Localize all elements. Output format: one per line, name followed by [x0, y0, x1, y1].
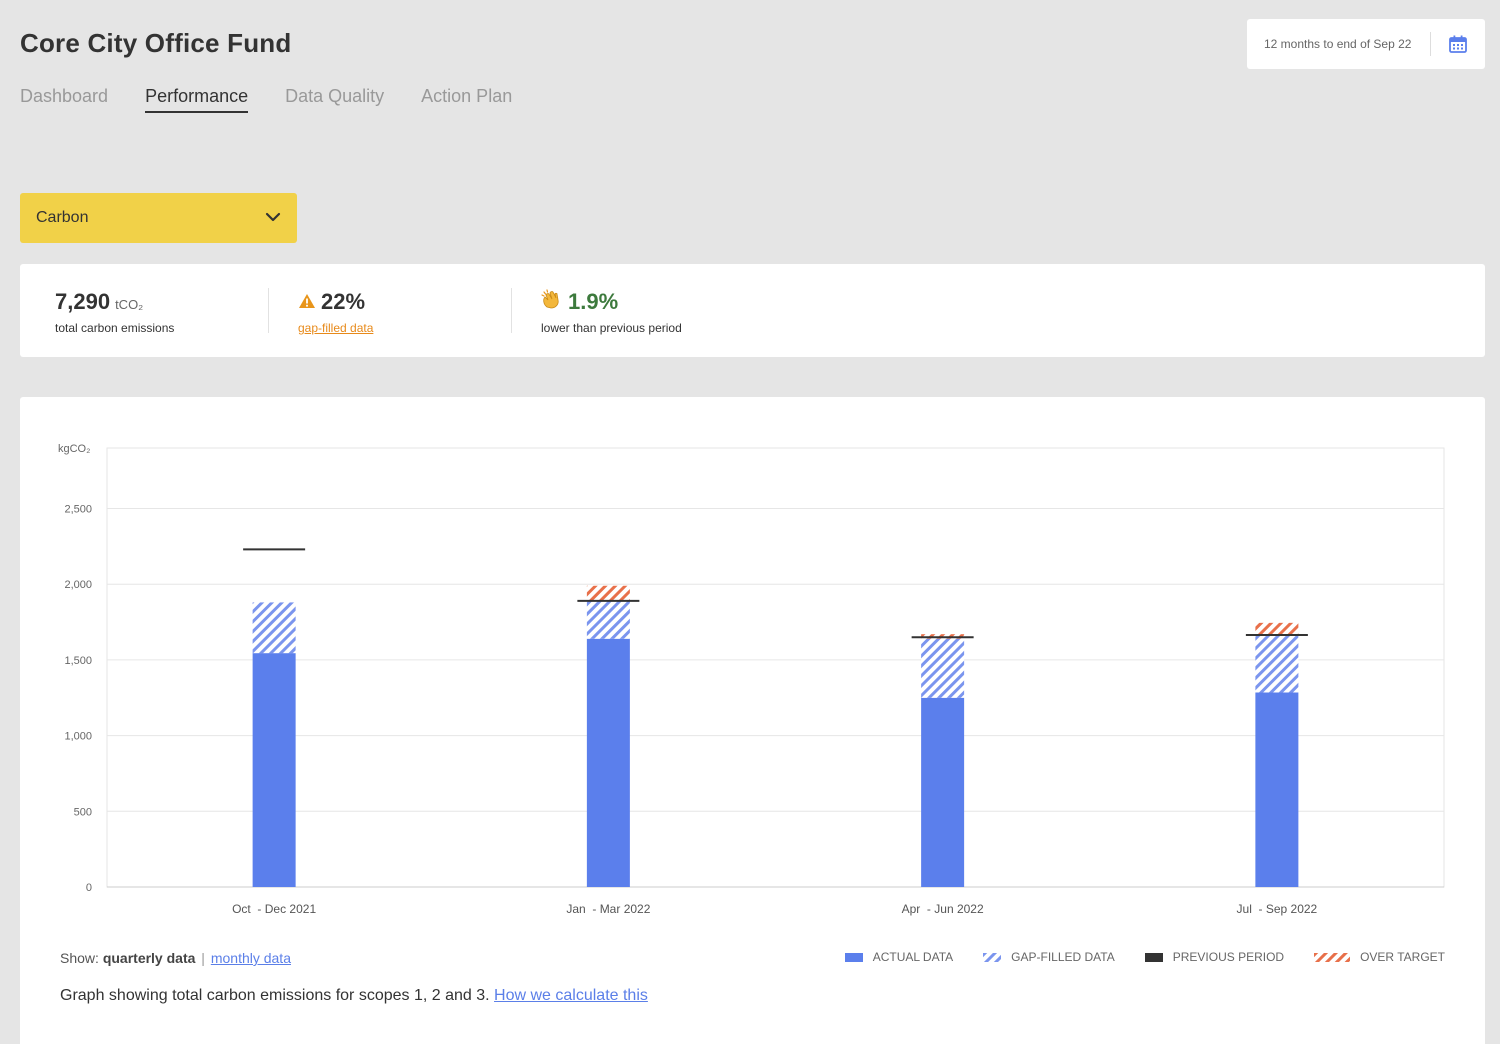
show-label: Show:	[60, 950, 99, 966]
granularity-toggle: Show: quarterly data | monthly data	[60, 950, 291, 966]
x-tick-label: Oct - Dec 2021	[232, 902, 316, 916]
emissions-chart: 0 500 1,000 1,500 2,000 2,500 kgCO₂ Oct - Dec 2…	[58, 443, 1445, 916]
caption-text: Graph showing total carbon emissions for…	[60, 987, 490, 1004]
bar-gap-filled	[586, 600, 630, 639]
change-value: 1.9%	[568, 289, 619, 314]
date-range-label: 12 months to end of Sep 22	[1264, 37, 1412, 51]
chart-card: 0 500 1,000 1,500 2,000 2,500 kgCO₂ Oct - Dec 2…	[20, 397, 1485, 1044]
tab-dashboard[interactable]: Dashboard	[20, 86, 109, 106]
y-axis-label: kgCO₂	[58, 443, 90, 455]
plot-frame	[106, 447, 1445, 888]
change-stat: 1.9% lower than previous period	[541, 289, 682, 335]
legend-swatch-actual	[844, 952, 863, 962]
legend-swatch-previous	[1144, 952, 1163, 962]
x-tick-label: Jan - Mar 2022	[566, 902, 650, 916]
y-tick-label: 1,000	[64, 731, 92, 743]
chart-legend: ACTUAL DATA GAP-FILLED DATA PREVIOUS PER…	[844, 950, 1445, 964]
bar-over-target	[586, 585, 630, 601]
gap-filled-link[interactable]: gap-filled data	[298, 321, 374, 335]
legend-item-gap-filled: GAP-FILLED DATA	[983, 950, 1115, 964]
y-tick-label: 1,500	[64, 655, 92, 667]
bar-gap-filled	[921, 638, 965, 698]
stat-divider	[511, 288, 512, 333]
legend-item-previous: PREVIOUS PERIOD	[1144, 950, 1285, 964]
bar-actual	[921, 697, 965, 887]
y-tick-label: 0	[86, 882, 92, 894]
tab-action-plan[interactable]: Action Plan	[421, 86, 513, 106]
change-label: lower than previous period	[541, 321, 682, 335]
bar-over-target	[1255, 622, 1299, 635]
legend-label-over-target: OVER TARGET	[1360, 950, 1445, 964]
option-separator: |	[201, 950, 205, 966]
calendar-icon[interactable]	[1448, 34, 1468, 54]
legend-swatch-over-target	[1314, 952, 1351, 962]
y-tick-label: 500	[74, 806, 92, 818]
legend-label-actual: ACTUAL DATA	[872, 950, 954, 964]
legend-item-over-target: OVER TARGET	[1314, 950, 1445, 964]
gap-filled-value: 22%	[321, 289, 366, 314]
chevron-down-icon	[265, 209, 281, 227]
how-we-calculate-link[interactable]: How we calculate this	[494, 987, 648, 1004]
stat-divider	[268, 288, 269, 333]
legend-swatch-gap-filled	[983, 952, 1002, 962]
bar-actual	[586, 638, 630, 887]
tab-performance[interactable]: Performance	[145, 86, 249, 113]
metric-dropdown[interactable]: Carbon	[20, 193, 297, 243]
bar-gap-filled	[252, 602, 296, 654]
quarterly-data-option[interactable]: quarterly data	[102, 950, 196, 966]
summary-panel: 7,290 tCO₂ total carbon emissions 22% ga…	[20, 264, 1485, 357]
bar-actual	[1255, 692, 1299, 887]
total-emissions-value: 7,290	[55, 289, 111, 314]
x-tick-label: Apr - Jun 2022	[902, 902, 984, 916]
monthly-data-link[interactable]: monthly data	[210, 950, 291, 966]
legend-label-previous: PREVIOUS PERIOD	[1172, 950, 1285, 964]
bar-gap-filled	[1255, 634, 1299, 693]
warning-icon	[298, 293, 316, 309]
tab-data-quality[interactable]: Data Quality	[285, 86, 385, 106]
date-divider	[1430, 32, 1431, 56]
page-title: Core City Office Fund	[20, 28, 292, 58]
chart-caption: Graph showing total carbon emissions for…	[60, 987, 648, 1005]
y-tick-label: 2,000	[64, 579, 92, 591]
legend-label-gap-filled: GAP-FILLED DATA	[1011, 950, 1115, 964]
total-emissions-stat: 7,290 tCO₂ total carbon emissions	[55, 289, 174, 335]
tab-bar: Dashboard Performance Data Quality Actio…	[20, 86, 512, 113]
date-range-picker[interactable]: 12 months to end of Sep 22	[1247, 19, 1485, 69]
total-emissions-unit: tCO₂	[115, 297, 144, 312]
y-tick-label: 2,500	[64, 504, 92, 516]
legend-item-actual: ACTUAL DATA	[844, 950, 954, 964]
metric-dropdown-value: Carbon	[36, 209, 89, 226]
gap-filled-stat: 22% gap-filled data	[298, 289, 373, 335]
x-tick-label: Jul - Sep 2022	[1237, 902, 1318, 916]
clapping-hands-icon	[541, 289, 563, 309]
bar-actual	[252, 653, 296, 887]
total-emissions-label: total carbon emissions	[55, 321, 175, 335]
